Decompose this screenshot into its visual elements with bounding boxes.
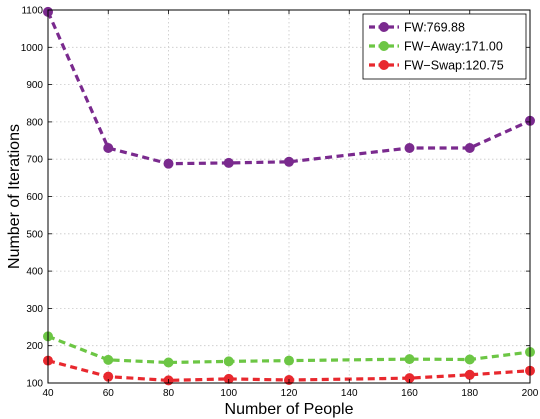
data-point xyxy=(223,373,234,384)
x-axis-label: Number of People xyxy=(225,401,354,418)
y-tick-label: 200 xyxy=(26,341,43,352)
y-tick-label: 900 xyxy=(26,80,43,91)
data-point xyxy=(223,157,234,168)
y-axis-label: Number of Iterations xyxy=(6,124,23,269)
y-tick-label: 400 xyxy=(26,267,43,278)
data-point xyxy=(404,373,415,384)
legend-label: FW:769.88 xyxy=(404,21,465,35)
y-tick-label: 100 xyxy=(26,379,43,390)
legend-entry: FW−Away:171.00 xyxy=(369,40,503,54)
y-tick-label: 700 xyxy=(26,155,43,166)
grid xyxy=(48,10,530,383)
legend-marker xyxy=(379,60,389,70)
legend-entry: FW:769.88 xyxy=(369,21,465,35)
axes xyxy=(47,9,531,384)
series-0 xyxy=(43,6,535,169)
legend-entry: FW−Swap:120.75 xyxy=(369,59,504,73)
series-line xyxy=(46,11,531,166)
series-1 xyxy=(43,331,535,368)
legend-label: FW−Away:171.00 xyxy=(404,40,503,54)
y-tick-label: 1100 xyxy=(21,6,43,17)
x-tick-label: 140 xyxy=(341,388,358,399)
data-point xyxy=(284,355,294,366)
legend-label: FW−Swap:120.75 xyxy=(404,59,504,73)
legend-marker xyxy=(379,22,389,32)
x-tick-label: 160 xyxy=(401,388,418,399)
data-point xyxy=(103,143,114,154)
data-point xyxy=(103,371,114,382)
y-tick-label: 800 xyxy=(26,117,43,128)
legend: FW:769.88 FW−Away:171.00 FW−Swap:120.75 xyxy=(362,13,527,80)
x-tick-label: 180 xyxy=(461,388,478,399)
data-point xyxy=(464,143,475,154)
data-point xyxy=(284,156,294,167)
data-point xyxy=(103,354,114,365)
data-point xyxy=(223,356,234,367)
series-line xyxy=(47,359,531,382)
data-point xyxy=(464,354,475,365)
data-point xyxy=(404,143,415,154)
data-point xyxy=(464,369,475,380)
y-tick-label: 500 xyxy=(26,229,43,240)
series-line xyxy=(47,334,531,365)
x-tick-label: 200 xyxy=(522,388,539,399)
x-tick-label: 120 xyxy=(281,388,298,399)
y-tick-label: 600 xyxy=(26,192,43,203)
data-point xyxy=(163,158,174,169)
x-tick-label: 40 xyxy=(42,388,54,399)
x-tick-label: 60 xyxy=(103,388,115,399)
data-point xyxy=(163,357,174,368)
data-point xyxy=(404,354,415,365)
tick-labels: 40 60 80 100 120 140 160 180 200 100 200 300 400 500 6… xyxy=(21,6,539,400)
x-tick-label: 80 xyxy=(163,388,175,399)
series-2 xyxy=(43,355,535,386)
y-tick-label: 300 xyxy=(26,304,43,315)
legend-marker xyxy=(379,41,389,51)
x-tick-label: 100 xyxy=(220,388,237,399)
y-tick-label: 1000 xyxy=(21,43,44,54)
series-layer xyxy=(43,6,535,386)
